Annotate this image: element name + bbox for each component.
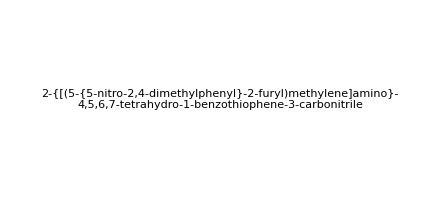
Text: 2-{[(5-{5-nitro-2,4-dimethylphenyl}-2-furyl)methylene]amino}-
4,5,6,7-tetrahydro: 2-{[(5-{5-nitro-2,4-dimethylphenyl}-2-fu…: [41, 89, 399, 110]
